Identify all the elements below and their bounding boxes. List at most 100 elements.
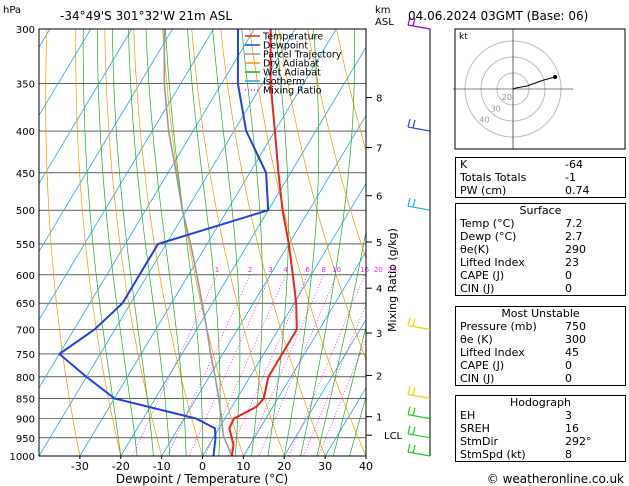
km-tick-label: 7	[376, 143, 382, 154]
index-row: Lifted Index 23	[460, 256, 579, 269]
wind-barb-flag	[407, 443, 411, 453]
temperature-line	[228, 29, 298, 456]
asl-label: ASL	[375, 17, 394, 28]
dry-adiabat-line	[45, 29, 81, 456]
pressure-tick-label: 850	[16, 394, 35, 405]
isotherm-line	[39, 29, 133, 185]
wind-barb-flag	[407, 406, 411, 415]
hodograph-unit-label: kt	[459, 32, 468, 42]
index-row: CAPE (J) 0	[460, 359, 572, 372]
km-tick-label: 4	[376, 284, 382, 295]
isotherm-line	[0, 29, 9, 456]
temperature-tick-label: -30	[71, 460, 89, 473]
index-row: Temp (°C) 7.2	[460, 217, 583, 230]
indices-basic: K -64 Totals Totals -1 PW (cm) 0.74	[455, 157, 626, 198]
pressure-tick-label: 400	[16, 127, 35, 138]
mixing-ratio-line	[318, 338, 366, 456]
temperature-tick-label: 10	[236, 460, 250, 473]
km-tick-label: 3	[376, 329, 382, 340]
index-row: K -64	[460, 158, 583, 171]
legend-label: Mixing Ratio	[263, 86, 322, 97]
wet-adiabat-line	[241, 29, 263, 456]
index-row: θe(K) 290	[460, 243, 586, 256]
pressure-tick-label: 550	[16, 240, 35, 251]
dry-adiabat-line	[307, 29, 366, 260]
km-tick-label: 1	[376, 413, 382, 424]
index-row: CAPE (J) 0	[460, 269, 572, 282]
hpa-label: hPa	[3, 5, 21, 16]
dry-adiabat-line	[104, 29, 162, 456]
wind-barb-flag	[407, 386, 411, 395]
legend-label: Isotherm	[263, 77, 305, 88]
indices-surface: Surface Temp (°C) 7.2 Dewp (°C) 2.7 θe(K) 2…	[455, 203, 626, 296]
mixing-ratio-label: 10	[332, 266, 341, 274]
km-tick-label: 6	[376, 192, 382, 203]
wind-barb	[407, 126, 431, 132]
pressure-tick-label: 300	[16, 25, 35, 36]
isotherm-line	[39, 29, 296, 456]
axes: 1 2 3 4 6 8 10 16 20 2530035040045050055060065070…	[10, 25, 403, 473]
mixing-ratio-label: 20	[374, 266, 383, 274]
isotherm-line	[202, 182, 366, 456]
legend-label: Dry Adiabat	[263, 59, 320, 70]
mixing-ratio-line	[204, 274, 286, 456]
lcl-label: LCL	[384, 431, 403, 442]
wet-adiabat-line	[332, 325, 366, 456]
mixing-ratio-label: 3	[268, 266, 272, 274]
dewpoint-line	[57, 29, 270, 456]
pressure-tick-label: 350	[16, 80, 35, 91]
section-title: Surface	[519, 204, 562, 217]
dry-adiabat-line	[249, 29, 366, 456]
mixing-ratio-label: 8	[322, 266, 326, 274]
wet-adiabat-line	[165, 29, 203, 456]
km-tick-label: 5	[376, 238, 382, 249]
wet-adiabat-line	[300, 29, 355, 456]
location-title: -34°49'S 301°32'W 21m ASL	[60, 9, 232, 23]
temperature-tick-label: -10	[153, 460, 171, 473]
wind-barb	[407, 393, 431, 399]
isotherm-line	[283, 318, 366, 456]
x-axis-label: Dewpoint / Temperature (°C)	[116, 472, 288, 486]
wet-adiabat-line	[267, 29, 289, 456]
wind-barb	[407, 451, 431, 457]
wind-barb-flag	[412, 119, 416, 129]
isotherm-line	[79, 29, 337, 456]
datetime-title: 04.06.2024 03GMT (Base: 06)	[408, 9, 588, 23]
wet-adiabat-line	[212, 29, 241, 456]
indices-hodograph: Hodograph EH 3 SREH 16 StmDir 292° StmSpd (…	[455, 395, 626, 462]
index-row: Lifted Index 45	[460, 346, 579, 359]
wind-barb	[407, 414, 431, 420]
pressure-tick-label: 450	[16, 169, 35, 180]
index-row: StmSpd (kt) 8	[460, 448, 572, 461]
dry-adiabat-line	[133, 29, 203, 456]
wet-adiabat-line	[145, 29, 187, 456]
temperature-tick-label: 40	[359, 460, 373, 473]
mixing-ratio-line	[188, 274, 271, 456]
wet-adiabat-line	[316, 229, 366, 456]
mixing-ratio-line	[132, 274, 218, 456]
section-title: Hodograph	[510, 396, 571, 409]
wind-barb-flag	[412, 407, 416, 416]
hodograph-ring-label: 40	[479, 116, 489, 125]
pressure-tick-label: 500	[16, 206, 35, 217]
pressure-tick-label: 600	[16, 271, 35, 282]
isotherm-line	[39, 29, 173, 253]
mixing-ratio-label: 25	[388, 266, 397, 274]
wind-barb-flag	[407, 425, 411, 434]
km-tick-label: 8	[376, 94, 382, 105]
pressure-tick-label: 750	[16, 350, 35, 361]
index-row: StmDir 292°	[460, 435, 592, 448]
y-axis-mixing-label: Mixing Ratio (g/kg)	[386, 228, 399, 332]
wind-barb	[407, 324, 431, 331]
index-row: θe (K) 300	[460, 333, 586, 346]
hodograph-trace	[512, 76, 556, 90]
wet-adiabat-line	[349, 395, 366, 456]
index-row: EH 3	[460, 409, 572, 422]
temperature-tick-label: -20	[112, 460, 130, 473]
plot-area	[0, 29, 366, 456]
hodograph-ring-label: 20	[502, 93, 512, 102]
indices-most-unstable: Most Unstable Pressure (mb) 750 θe (K) 300…	[455, 306, 626, 386]
wind-barb-flag	[412, 318, 416, 327]
